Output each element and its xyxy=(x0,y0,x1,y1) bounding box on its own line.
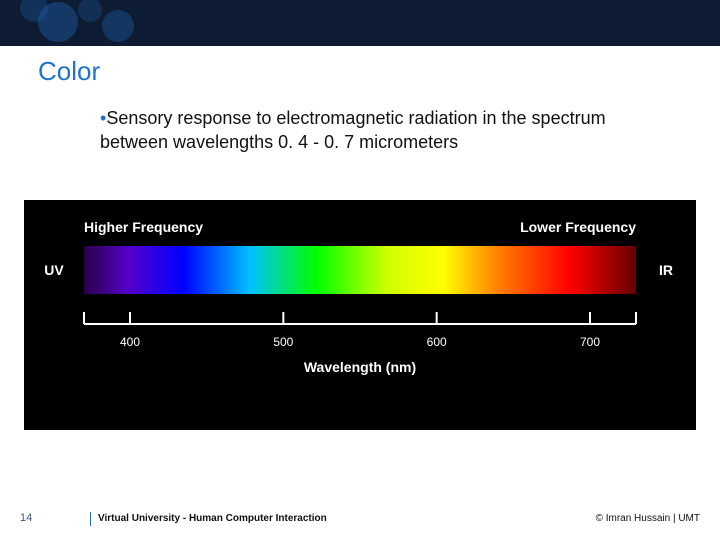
tick-label: 700 xyxy=(580,335,600,349)
tick-label: 600 xyxy=(427,335,447,349)
spectrum-chart: Higher Frequency Lower Frequency UV IR 4… xyxy=(24,200,696,430)
uv-label: UV xyxy=(44,262,64,278)
decorative-dot xyxy=(38,2,78,42)
lower-frequency-label: Lower Frequency xyxy=(520,219,636,235)
tick-label: 400 xyxy=(120,335,140,349)
decorative-dot xyxy=(102,10,134,42)
top-band xyxy=(0,0,720,46)
decorative-dot xyxy=(78,0,102,22)
page-number: 14 xyxy=(20,512,32,524)
footer-left: Virtual University - Human Computer Inte… xyxy=(98,513,327,524)
x-axis-label: Wavelength (nm) xyxy=(304,359,416,375)
slide: Color •Sensory response to electromagnet… xyxy=(0,0,720,540)
bullet-text: Sensory response to electromagnetic radi… xyxy=(100,108,606,152)
slide-title: Color xyxy=(38,56,100,87)
spectrum-band xyxy=(84,246,636,294)
footer-right: © Imran Hussain | UMT xyxy=(596,513,700,524)
spectrum-svg: Higher Frequency Lower Frequency UV IR 4… xyxy=(24,200,696,430)
footer-divider xyxy=(90,512,91,526)
tick-label: 500 xyxy=(273,335,293,349)
higher-frequency-label: Higher Frequency xyxy=(84,219,203,235)
bullet-block: •Sensory response to electromagnetic rad… xyxy=(100,106,620,155)
ir-label: IR xyxy=(659,262,673,278)
